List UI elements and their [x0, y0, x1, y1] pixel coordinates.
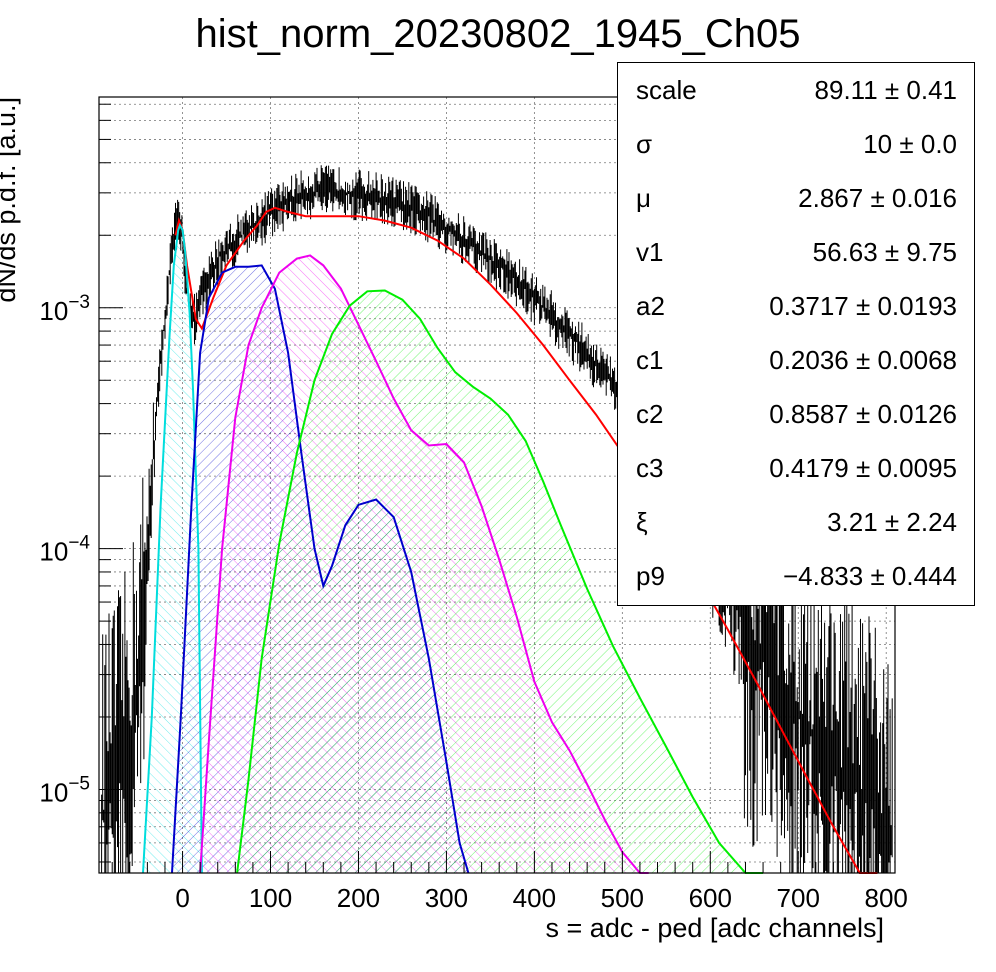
fit-parameter-name: c2: [636, 399, 664, 429]
y-tick-label: 10−5: [39, 773, 90, 807]
component-curves: [142, 206, 878, 874]
fit-parameter-value: 0.8587 ± 0.0126: [769, 399, 957, 429]
x-tick-label: 100: [249, 883, 292, 913]
component-curve-0: [174, 206, 878, 874]
fit-parameter-row: c1 0.2036 ± 0.0068: [618, 333, 974, 387]
fit-parameter-value: 0.4179 ± 0.0095: [769, 453, 957, 483]
x-axis-label: s = adc - ped [adc channels]: [546, 913, 884, 943]
component-curve-3: [199, 254, 649, 874]
fit-parameter-name: p9: [636, 561, 665, 591]
x-tick-label: 600: [689, 883, 732, 913]
fit-parameter-row: μ 2.867 ± 0.016: [618, 171, 974, 225]
x-tick-label: 700: [777, 883, 820, 913]
x-tick-label: 800: [865, 883, 908, 913]
component-fill-4: [237, 290, 764, 873]
x-tick-labels: 0 100 200 300 400 500 600 700 800: [175, 883, 908, 913]
fit-parameter-value: 56.63 ± 9.75: [812, 237, 957, 267]
chart-title: hist_norm_20230802_1945_Ch05: [196, 12, 801, 56]
x-tick-label: 300: [425, 883, 468, 913]
fit-parameter-row: c3 0.4179 ± 0.0095: [618, 441, 974, 495]
x-tick-label: 200: [337, 883, 380, 913]
y-axis-label: dN/ds p.d.f. [a.u.]: [0, 97, 21, 303]
fit-parameter-name: ξ: [636, 507, 648, 537]
fit-parameter-value: 0.3717 ± 0.0193: [769, 291, 957, 321]
fit-parameter-row: scale 89.11 ± 0.41: [618, 63, 974, 117]
y-tick-label: 10−3: [39, 292, 90, 326]
fit-parameter-row: p9 −4.833 ± 0.444: [618, 549, 974, 603]
fit-parameter-name: σ: [636, 129, 653, 159]
fit-parameter-value: −4.833 ± 0.444: [782, 561, 957, 591]
component-curve-1: [142, 222, 203, 874]
fit-parameter-name: v1: [636, 237, 664, 267]
component-fills: [143, 225, 764, 874]
fit-parameter-value: 0.2036 ± 0.0068: [769, 345, 957, 375]
fit-parameter-row: v1 56.63 ± 9.75: [618, 225, 974, 279]
fit-parameter-name: a2: [636, 291, 665, 321]
component-curve-4: [236, 289, 764, 874]
component-curve-2: [171, 264, 470, 874]
fit-parameter-name: μ: [636, 183, 651, 213]
fit-parameter-value: 2.867 ± 0.016: [798, 183, 957, 213]
fit-parameter-value: 3.21 ± 2.24: [827, 507, 957, 537]
axis-ticks: [99, 103, 887, 873]
fit-parameter-name: c1: [636, 345, 664, 375]
x-tick-label: 400: [513, 883, 556, 913]
fit-parameter-row: a2 0.3717 ± 0.0193: [618, 279, 974, 333]
x-tick-label: 0: [175, 883, 189, 913]
fit-parameter-row: σ 10 ± 0.0: [618, 117, 974, 171]
fit-parameter-row: c2 0.8587 ± 0.0126: [618, 387, 974, 441]
y-tick-label: 10−4: [39, 533, 90, 567]
fit-parameters-box: scale 89.11 ± 0.41 σ 10 ± 0.0 μ 2.867 ± 0.016…: [617, 62, 975, 606]
x-tick-label: 500: [601, 883, 644, 913]
y-tick-labels: 10−5 10−4 10−3: [39, 292, 90, 808]
fit-parameter-name: c3: [636, 453, 664, 483]
fit-parameter-value: 89.11 ± 0.41: [814, 75, 957, 105]
fit-parameter-row: ξ 3.21 ± 2.24: [618, 495, 974, 549]
fit-parameter-name: scale: [636, 75, 697, 105]
fit-parameter-value: 10 ± 0.0: [863, 129, 957, 159]
